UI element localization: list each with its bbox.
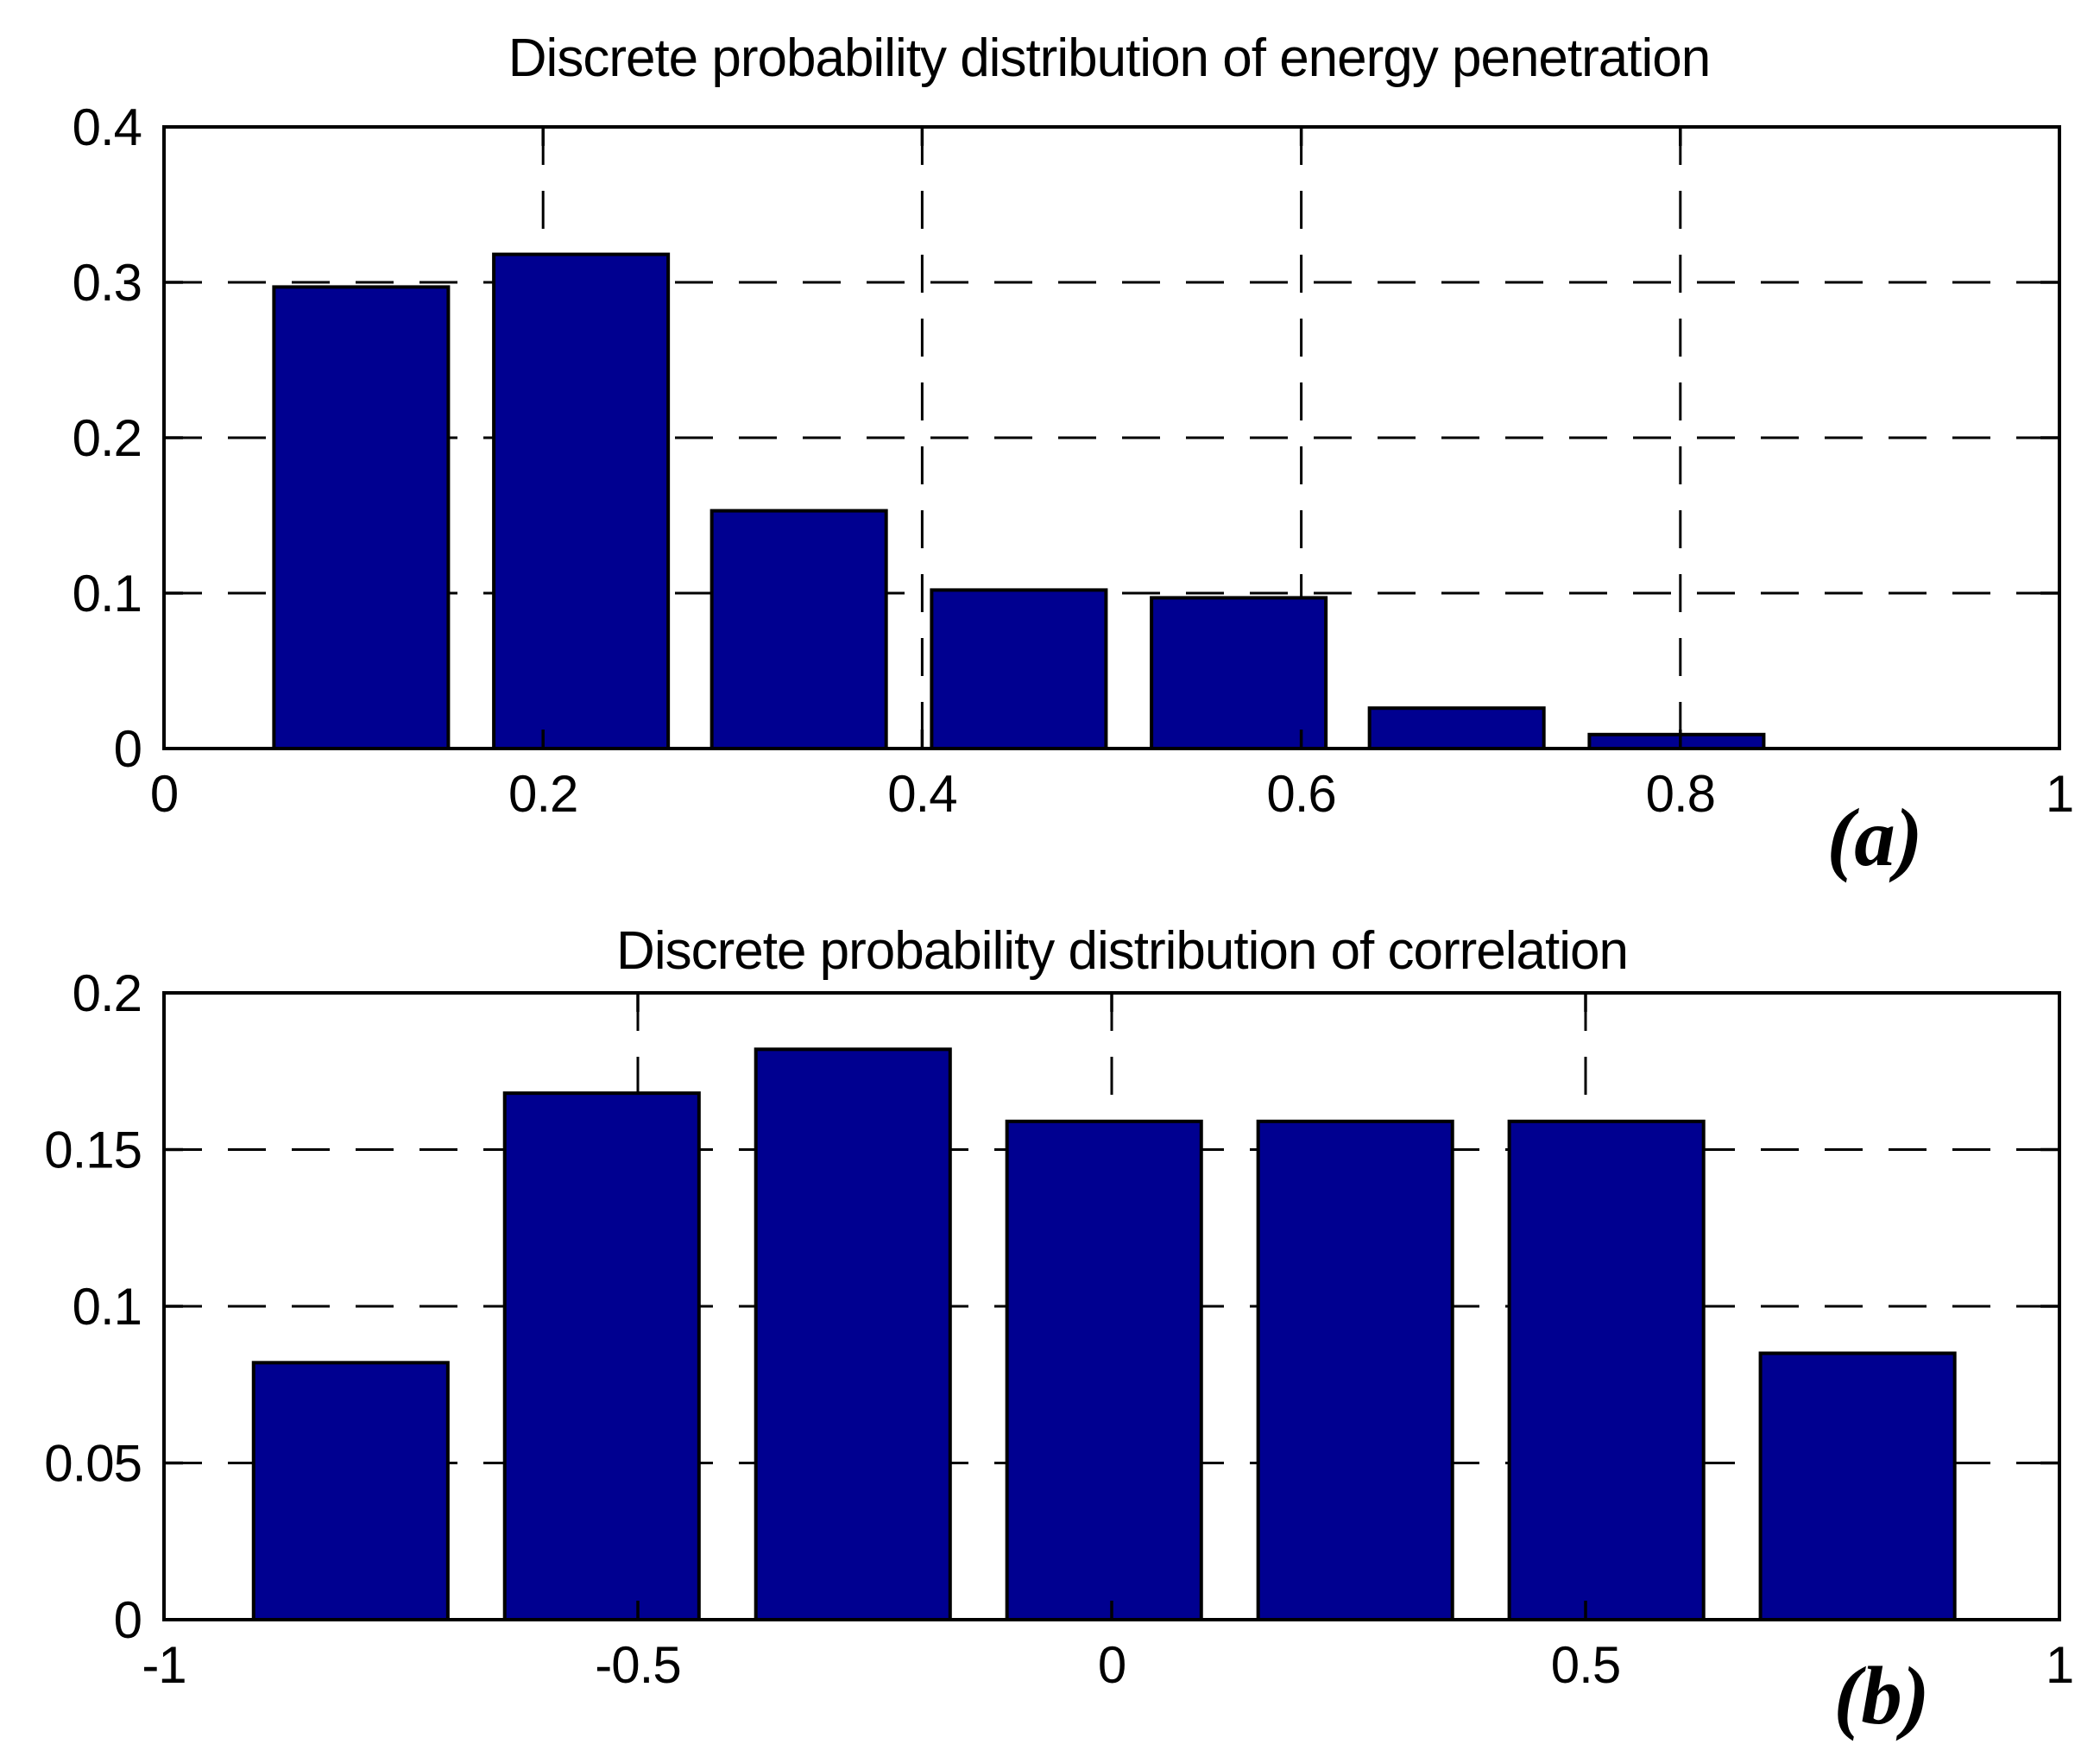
bar <box>1150 596 1328 751</box>
x-tick-label: -1 <box>142 1636 186 1694</box>
x-tick-label: 1 <box>2046 1636 2073 1694</box>
bar <box>251 1361 450 1621</box>
chart-a-title: Discrete probability distribution of ene… <box>508 28 1710 88</box>
bar <box>1005 1119 1203 1621</box>
x-tick-label: 1 <box>2046 765 2073 823</box>
y-tick-label: 0 <box>114 1591 142 1649</box>
y-tick-label: 0 <box>114 720 142 778</box>
chart-a-annotation: (a) <box>1827 792 1923 883</box>
x-tick-label: 0.4 <box>887 765 956 823</box>
x-tick-label: 0.2 <box>508 765 577 823</box>
bar <box>1256 1119 1454 1621</box>
bar <box>502 1091 701 1622</box>
y-tick-label: 0.1 <box>73 1278 142 1336</box>
bar <box>709 509 888 750</box>
bar <box>492 252 671 751</box>
y-tick-label: 0.05 <box>44 1435 142 1493</box>
chart-b-annotation: (b) <box>1834 1650 1930 1741</box>
y-tick-label: 0.15 <box>44 1122 142 1179</box>
bar <box>1367 706 1546 751</box>
bar <box>272 285 451 750</box>
x-tick-label: -0.5 <box>595 1636 680 1694</box>
x-tick-label: 0.5 <box>1551 1636 1620 1694</box>
x-tick-label: 0.8 <box>1646 765 1715 823</box>
y-tick-label: 0.3 <box>73 254 142 312</box>
bar <box>1507 1119 1706 1621</box>
y-tick-label: 0.4 <box>73 98 142 156</box>
y-tick-label: 0.2 <box>73 964 142 1022</box>
bar <box>1758 1351 1957 1621</box>
y-tick-label: 0.2 <box>73 409 142 467</box>
bar <box>930 588 1108 751</box>
y-tick-label: 0.1 <box>73 565 142 622</box>
bar <box>1587 732 1766 750</box>
bar <box>754 1047 952 1621</box>
x-tick-label: 0 <box>1098 1636 1126 1694</box>
chart-b-title: Discrete probability distribution of cor… <box>616 921 1628 981</box>
charts-render-layer: 0 0.2 0.4 0.6 0.8 1 0 0.1 0.2 0.3 0.4 -1 -0.5 0 0.5 1 0 0… <box>44 98 2074 1694</box>
x-tick-label: 0.6 <box>1266 765 1335 823</box>
x-tick-label: 0 <box>150 765 178 823</box>
